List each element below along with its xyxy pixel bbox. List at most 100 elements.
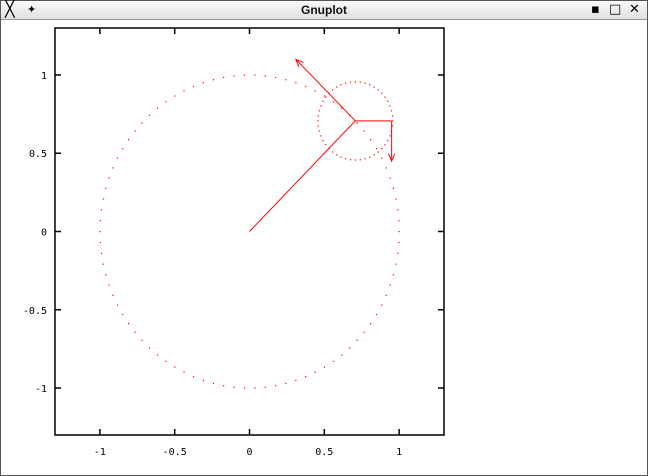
small-circle-point [390,110,393,112]
small-circle-point [389,105,391,107]
unit-circle-point [375,148,378,150]
unit-circle-point [100,252,103,254]
small-circle-point [317,120,319,122]
unit-circle-point [323,95,326,97]
small-circle-point [354,159,356,161]
unit-circle-point [381,157,383,159]
small-circle-point [325,144,327,146]
unit-circle-point [100,209,103,211]
unit-circle-point [156,107,159,109]
small-circle-point [336,154,338,156]
unit-circle-point [112,294,114,296]
small-circle-point [381,147,383,150]
unit-circle-point [223,385,225,387]
x-tick-label: 0.5 [315,447,333,458]
unit-circle-point [375,313,378,316]
unit-circle-point [341,107,343,109]
plot-area: -1 -0.5 0 0.5 1 1 0.5 0 -0.5 -1 [23,27,445,458]
unit-circle-point [202,379,204,382]
small-circle-point [387,100,389,102]
unit-circle-point [385,167,387,169]
unit-circle-point [398,231,400,233]
unit-circle-point [165,101,167,103]
unit-circle-point [254,74,256,76]
unit-circle-point [341,354,343,356]
small-circle-point [369,84,371,86]
x-tick-label: -0.5 [163,447,187,458]
small-circle-point [340,156,342,158]
unit-circle-point [141,122,143,124]
small-circle-point [373,154,375,156]
unit-circle-point [363,130,365,132]
unit-circle-point [305,85,307,88]
unit-circle-point [295,379,297,382]
unit-circle-point [389,284,391,286]
unit-circle-point [356,339,358,341]
unit-circle-point [295,82,297,84]
unit-circle-point [274,76,277,79]
unit-circle-point [116,304,119,306]
unit-circle-point [356,122,358,124]
vector-line [249,120,356,232]
unit-circle-point [314,371,316,373]
small-circle-point [384,144,386,146]
unit-circle-point [385,294,387,296]
unit-circle-point [323,366,326,368]
small-circle-point [364,158,366,160]
unit-circle-point [116,157,119,159]
unit-circle-point [285,79,287,81]
small-circle-point [317,125,319,127]
maximize-icon[interactable]: □ [609,2,622,17]
unit-circle-point [233,75,235,77]
small-circle-point [391,115,394,117]
unit-circle-point [264,75,266,77]
unit-circle-point [212,382,215,385]
y-tick-label: -1 [35,384,47,395]
close-icon[interactable]: ✕ [629,2,640,17]
small-circle-point [332,89,334,91]
small-circle-point [364,82,366,84]
minimize-icon[interactable]: ▪ [591,2,600,17]
small-circle-point [377,151,379,153]
pin-icon[interactable]: ✦ [27,3,37,16]
unit-circle-point [183,90,185,92]
unit-circle-point [254,387,256,389]
unit-circle-point [395,198,397,200]
unit-circle-point [202,82,204,84]
small-circle-point [384,96,386,98]
unit-circle-point [192,376,195,378]
y-tick-label: 0.5 [29,149,47,160]
unit-circle-point [285,382,287,385]
small-circle-point [336,86,338,88]
title-bar[interactable]: ╳ ✦ Gnuplot ▪ □ ✕ [1,1,647,20]
small-circle-point [318,130,320,132]
unit-circle-point [389,177,391,179]
y-tick-label: 0 [41,228,47,239]
unit-circle-point [332,101,334,103]
unit-circle-point [381,304,383,306]
unit-circle-point [305,376,307,378]
small-circle-point [377,89,379,91]
small-circle-point [318,110,320,112]
unit-circle-point [398,220,400,222]
small-circle-point [359,81,361,83]
x-logo-icon[interactable]: ╳ [5,0,15,18]
small-circle-point [325,96,327,98]
unit-circle-point [122,313,124,316]
unit-circle-point [243,74,245,76]
unit-circle-point [243,387,245,389]
small-circle-point [345,82,347,84]
x-tick-label: 1 [396,447,402,458]
small-circle-point [345,158,347,160]
small-circle-point [359,159,361,161]
unit-circle-point [183,371,185,373]
unit-circle-point [397,209,399,211]
unit-circle-point [127,323,130,325]
unit-circle-point [397,252,399,254]
window-title: Gnuplot [301,3,347,17]
unit-circle-point [395,263,397,265]
x-tick-label: -1 [94,447,106,458]
unit-circle-point [174,366,176,368]
unit-circle-point [392,187,395,190]
